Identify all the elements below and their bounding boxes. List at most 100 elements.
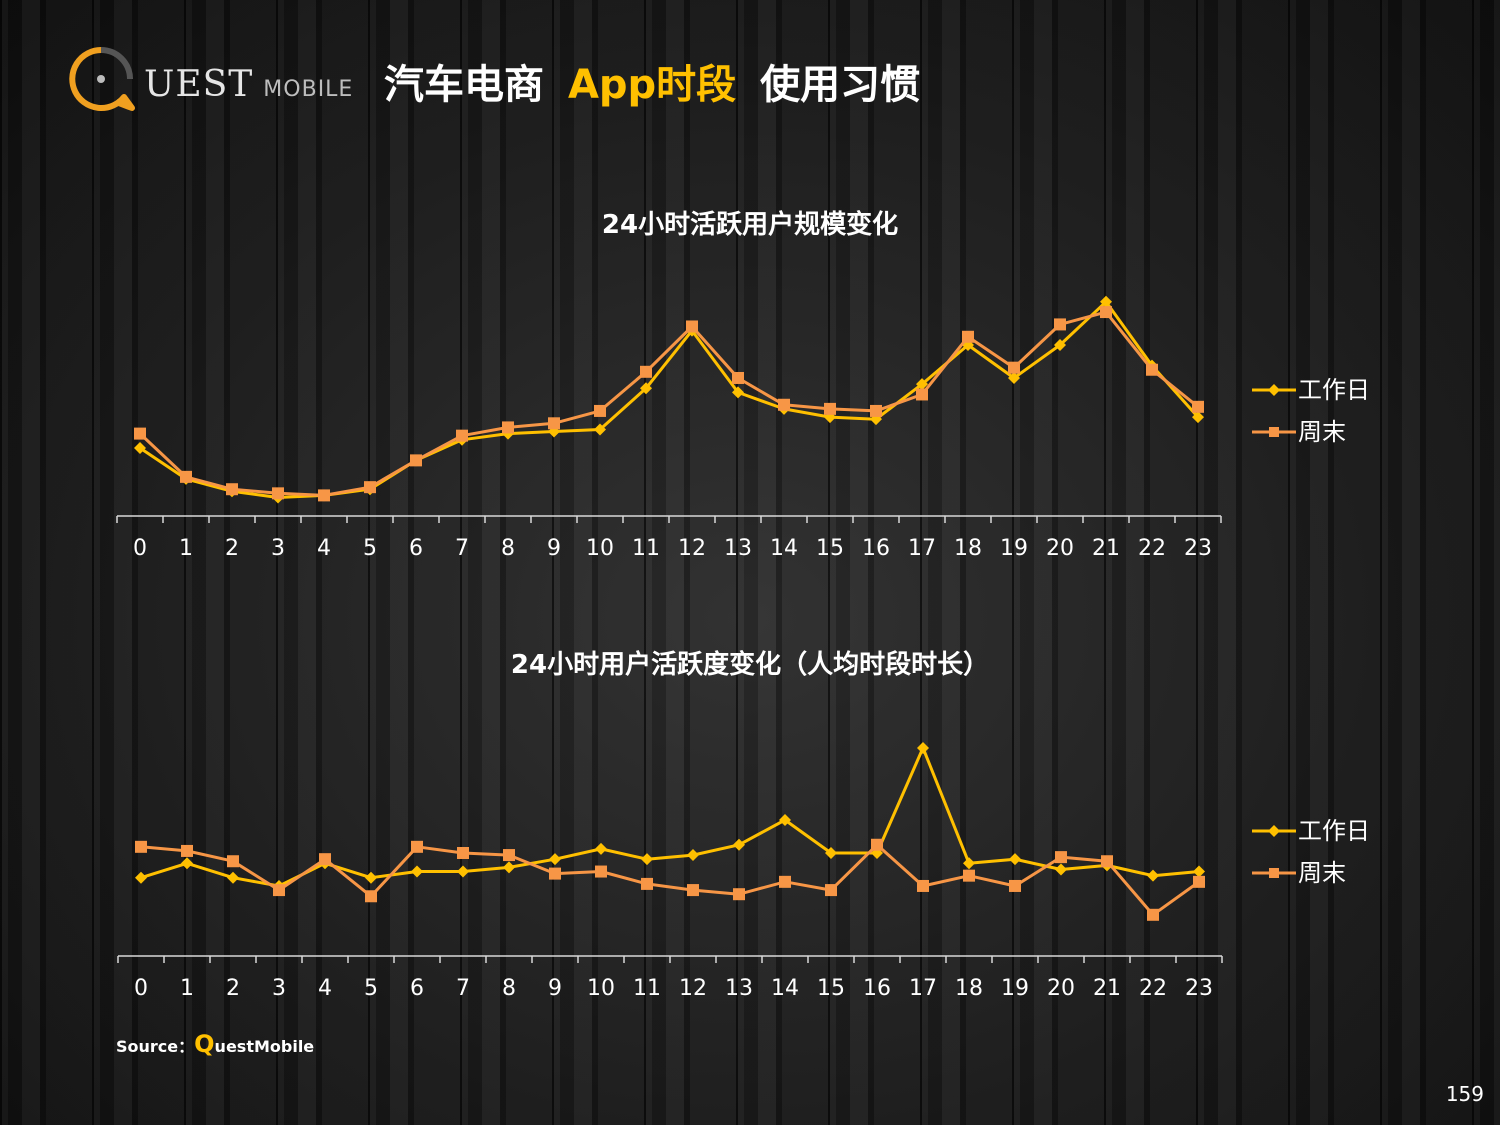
chart-plot: 0 1 2 3 4 5 6 7 8 9 10 11 12 13 14 15 16 17 18 19 20 21 22 23	[117, 741, 1223, 1001]
x-tick-label: 9	[547, 536, 561, 561]
data-point-weekend	[549, 867, 561, 880]
x-tick-label: 5	[363, 536, 377, 561]
data-point-weekend	[1055, 851, 1067, 864]
data-point-weekday	[779, 814, 791, 827]
logo-ring-icon	[69, 47, 135, 111]
data-point-weekend	[916, 388, 928, 401]
x-tick-label: 10	[586, 536, 614, 561]
x-tick-label: 16	[863, 976, 891, 1001]
x-tick-label: 16	[862, 536, 890, 561]
x-tick-label: 11	[632, 536, 660, 561]
data-point-weekend	[1008, 361, 1020, 374]
data-point-weekend	[548, 417, 560, 430]
data-point-weekend	[181, 844, 193, 857]
x-tick-label: 12	[678, 536, 706, 561]
chart-plot: 0 1 2 3 4 5 6 7 8 9 10 11 12 13 14 15 16 17 18 19 20 21 22 23	[116, 295, 1222, 561]
x-tick-label: 7	[455, 536, 469, 561]
x-tick-label: 11	[633, 976, 661, 1001]
page-title: 汽车电商 App时段 使用习惯	[384, 52, 920, 110]
data-point-weekend	[732, 371, 744, 384]
x-tick-label: 7	[456, 976, 470, 1001]
data-point-weekend	[594, 404, 606, 417]
data-point-weekday	[825, 847, 837, 859]
data-point-weekend	[871, 838, 883, 851]
data-point-weekday	[503, 861, 515, 874]
data-point-weekend	[365, 890, 377, 903]
data-point-weekday	[640, 382, 652, 395]
x-tick-label: 22	[1138, 536, 1166, 561]
data-point-weekday	[917, 741, 929, 754]
data-point-weekend	[227, 855, 239, 868]
chart-title: 24小时用户活跃度变化（人均时段时长）	[510, 650, 990, 680]
source-note: Source：QuestMobile	[116, 1030, 314, 1058]
legend-item-weekday: 工作日	[1252, 811, 1452, 853]
legend-diamond-marker-icon	[1252, 825, 1296, 837]
legend-square-marker-icon	[1252, 868, 1296, 878]
questmobile-logo: UEST MOBILE	[66, 42, 352, 114]
x-tick-label: 6	[409, 536, 423, 561]
data-point-weekend	[503, 849, 515, 862]
data-point-weekend	[410, 454, 422, 467]
data-point-weekday	[1192, 411, 1204, 424]
x-tick-label: 21	[1092, 536, 1120, 561]
x-tick-label: 10	[587, 976, 615, 1001]
data-point-weekend	[1100, 306, 1112, 319]
legend-label: 工作日	[1298, 817, 1370, 845]
data-point-weekend	[870, 404, 882, 417]
x-tick-label: 0	[133, 536, 147, 561]
page-title-highlight: App时段	[567, 62, 737, 108]
data-point-weekday	[411, 865, 423, 878]
x-tick-label: 12	[679, 976, 707, 1001]
data-point-weekend	[135, 840, 147, 853]
x-tick-label: 4	[317, 536, 331, 561]
data-point-weekday	[594, 423, 606, 436]
data-point-weekend	[180, 470, 192, 483]
data-point-weekend	[502, 421, 514, 434]
data-point-weekend	[1054, 318, 1066, 331]
data-point-weekend	[1192, 400, 1204, 413]
data-point-weekday	[365, 871, 377, 884]
data-point-weekend	[134, 427, 146, 440]
data-point-weekend	[778, 398, 790, 411]
data-point-weekend	[779, 875, 791, 888]
x-tick-label: 9	[548, 976, 562, 1001]
data-point-weekday	[595, 842, 607, 855]
data-point-weekend	[687, 884, 699, 897]
source-brand-q: Q	[194, 1030, 215, 1058]
data-point-weekday	[1147, 869, 1159, 882]
x-tick-label: 20	[1047, 976, 1075, 1001]
x-tick-label: 13	[724, 536, 752, 561]
x-tick-label: 8	[501, 536, 515, 561]
data-point-weekend	[272, 487, 284, 500]
data-point-weekend	[825, 884, 837, 897]
logo-sub-text: MOBILE	[263, 77, 354, 102]
data-point-weekday	[1055, 863, 1067, 876]
x-tick-label: 15	[817, 976, 845, 1001]
data-point-weekday	[548, 425, 560, 438]
x-tick-label: 15	[816, 536, 844, 561]
logo-main-text: UEST	[144, 64, 254, 105]
data-point-weekday	[732, 386, 744, 399]
data-point-weekend	[962, 330, 974, 343]
x-tick-label: 1	[179, 536, 193, 561]
data-point-weekday	[181, 857, 193, 870]
page-title-part1: 汽车电商	[384, 62, 544, 108]
data-point-weekend	[457, 847, 469, 859]
data-point-weekend	[917, 879, 929, 892]
series-line-weekend	[138, 310, 1199, 497]
active-users-chart: 24小时活跃用户规模变化 0 1 2 3 4 5 6 7 8 9 10 11 12 13 14 15 16 17 1…	[0, 190, 1500, 580]
activity-duration-chart: 24小时用户活跃度变化（人均时段时长） 0 1 2 3 4 5 6 7 8 9 10 11 12 13 14…	[0, 630, 1500, 1020]
x-tick-label: 5	[364, 976, 378, 1001]
data-point-weekday	[641, 853, 653, 866]
data-point-weekend	[411, 840, 423, 853]
data-point-weekday	[227, 871, 239, 884]
chart-legend: 工作日 周末	[1252, 811, 1452, 895]
x-tick-label: 2	[225, 536, 239, 561]
x-tick-label: 22	[1139, 976, 1167, 1001]
legend-square-marker-icon	[1252, 427, 1296, 437]
data-point-weekend	[595, 865, 607, 878]
data-point-weekday	[1193, 865, 1205, 878]
data-point-weekday	[1009, 853, 1021, 866]
x-tick-label: 2	[226, 976, 240, 1001]
legend-label: 周末	[1298, 859, 1346, 887]
